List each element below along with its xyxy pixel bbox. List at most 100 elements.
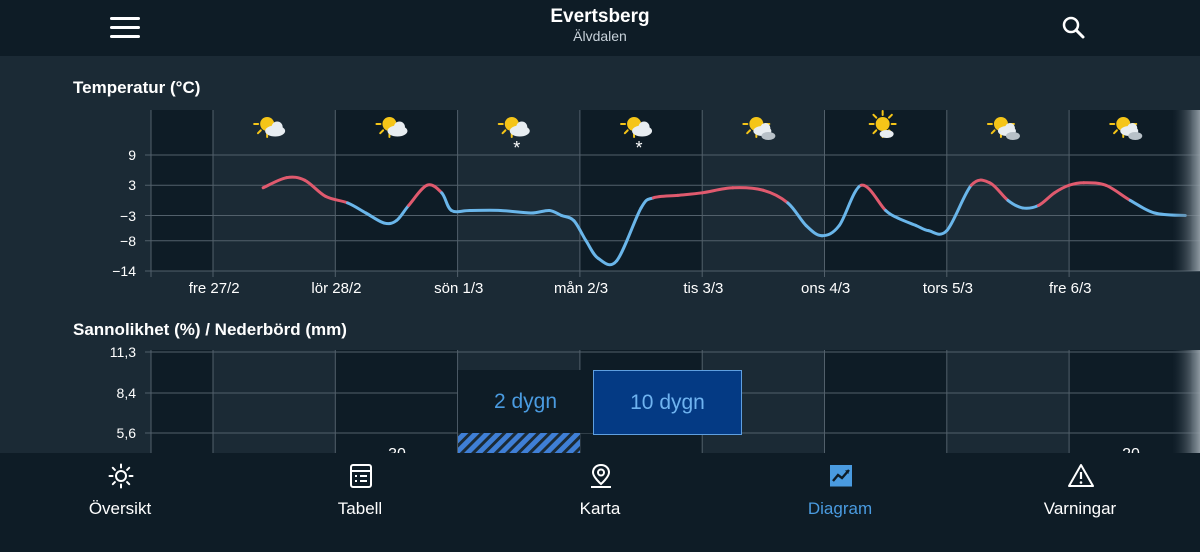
day-band [824,350,947,453]
temperature-line-segment [969,178,992,187]
location-header: Evertsberg Älvdalen [400,6,800,44]
cloudy-sun-icon [986,117,1020,140]
probability-label: 20 [1122,446,1140,453]
sun-icon [108,463,134,489]
partly-cloudy-snow-icon [497,117,530,138]
day-label: ons 4/3 [801,280,851,297]
temperature-line-segment [425,183,444,195]
nav-label-oversikt: Översikt [88,499,152,518]
toggle-10-days[interactable]: 10 dygn [593,370,742,435]
nav-tabell[interactable]: Tabell [280,453,440,552]
y-tick-label: −3 [120,207,136,224]
precipitation-chart: 30 20 [145,350,1200,453]
warning-icon [1068,464,1094,487]
scroll-fade [1172,350,1200,453]
temperature-line-segment [786,201,808,228]
partly-cloudy-snow-icon [620,117,653,138]
chart-left-band [151,110,213,271]
temperature-line-segment [498,208,533,215]
temperature-line-segment [761,188,790,205]
snow-mark: * [636,138,643,158]
nav-label-varningar: Varningar [1043,499,1117,518]
precip-y-tick-label: 11,3 [109,344,136,360]
chart-left-band [151,350,213,453]
day-label: sön 1/3 [434,280,484,297]
temperature-chart: * * [145,110,1200,277]
day-band [457,110,580,271]
day-label: tors 5/3 [922,280,973,297]
temperature-title: Temperatur (°C) [73,78,201,97]
temperature-line-segment [261,176,288,190]
temperature-line-segment [584,239,600,260]
y-tick-label: 9 [128,147,136,163]
table-icon [350,464,372,488]
nav-diagram[interactable]: Diagram [760,453,920,552]
temperature-line-segment [651,193,680,200]
page-title: Evertsberg [550,6,650,27]
temperature-line-segment [449,208,472,214]
temperature-line-segment [346,201,368,215]
temperature-line-segment [1082,181,1108,187]
day-band [213,110,336,271]
temperature-line-segment [615,206,643,263]
partly-cloudy-icon [253,117,286,138]
temperature-line-segment [284,175,307,182]
day-band [1069,350,1192,453]
temperature-line-segment [676,191,704,197]
cloudy-sun-icon [1109,117,1143,140]
temperature-line-segment [407,183,429,207]
day-label: fre 27/2 [188,280,240,297]
day-label: mån 2/3 [553,280,609,297]
nav-oversikt[interactable]: Översikt [40,453,200,552]
nav-label-tabell: Tabell [337,499,383,518]
y-tick-label: −8 [120,232,136,249]
temperature-line-segment [1128,198,1157,215]
temperature-line-segment [945,183,973,233]
precipitation-bar [458,433,580,453]
nav-label-diagram: Diagram [807,499,873,518]
sunny-icon [868,110,897,138]
page-subtitle: Älvdalen [573,28,627,44]
temperature-line-segment [303,178,328,198]
temperature-line-segment [859,183,888,212]
temperature-line-segment [837,183,863,228]
map-pin-icon [591,463,611,488]
toggle-2-days[interactable]: 2 dygn [458,370,593,433]
temperature-line-segment [731,186,765,192]
day-label: lör 28/2 [311,280,362,297]
nav-label-karta: Karta [579,499,621,518]
top-bar: Evertsberg Älvdalen [0,0,1200,56]
temperature-line-segment [1037,191,1056,207]
search-icon[interactable] [1060,14,1088,42]
precip-y-tick-label: 5,6 [116,425,136,441]
temperature-line-segment [572,219,588,243]
nav-karta[interactable]: Karta [520,453,680,552]
scroll-fade [1172,110,1200,271]
partly-cloudy-icon [375,117,408,138]
temperature-line-segment [324,194,350,205]
snow-mark: * [513,138,520,158]
day-band [579,110,703,271]
day-band [335,350,458,453]
temperature-line-segment [988,181,1010,202]
day-band [946,350,1070,453]
cloudy-sun-icon [742,117,776,140]
temperature-line-segment [926,229,949,236]
temperature-line-segment [394,203,411,223]
bottom-navigation: Översikt Tabell Karta Diagram [0,453,1200,552]
temperature-line-segment [1104,183,1132,202]
precipitation-title: Sannolikhet (%) / Nederbörd (mm) [73,320,347,339]
menu-icon[interactable] [108,14,142,42]
temperature-line-segment [820,224,841,238]
range-toggle: 2 dygn 10 dygn [458,370,742,435]
day-band [213,350,336,453]
temperature-line-segment [700,186,735,195]
day-label: fre 6/3 [1048,280,1092,297]
probability-label: 30 [388,446,406,453]
y-tick-label: 3 [128,177,136,194]
temperature-line-segment [596,256,619,267]
day-label: tis 3/3 [683,280,724,297]
y-tick-label: −14 [112,263,136,279]
diagram-icon [830,465,852,488]
nav-varningar[interactable]: Varningar [1000,453,1160,552]
